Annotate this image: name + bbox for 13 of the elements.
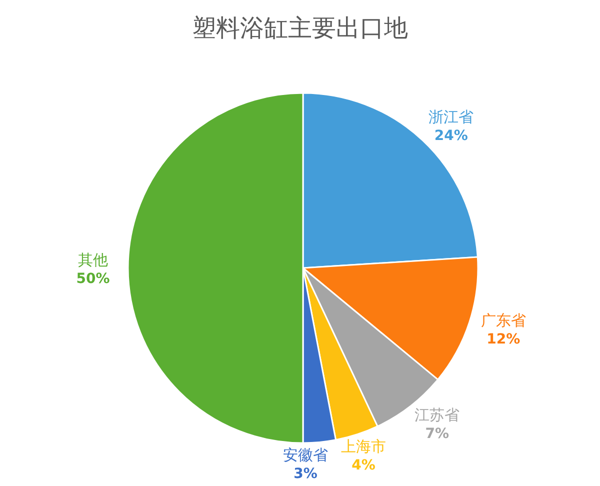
- slice-label: 广东省: [480, 312, 526, 330]
- data-label: 7%: [425, 426, 450, 442]
- slice-label: 江苏省: [414, 406, 460, 424]
- data-label: 24%: [434, 128, 468, 144]
- data-label: 12%: [486, 332, 520, 348]
- data-label: 3%: [294, 466, 318, 482]
- data-label: 50%: [76, 271, 110, 287]
- slice-label: 浙江省: [428, 108, 474, 126]
- slice-label: 安徽省: [283, 446, 328, 464]
- slice-label: 上海市: [341, 437, 386, 456]
- slice-label: 其他: [78, 251, 108, 269]
- data-label: 4%: [352, 457, 376, 474]
- chart-title: 塑料浴缸主要出口地: [192, 14, 408, 42]
